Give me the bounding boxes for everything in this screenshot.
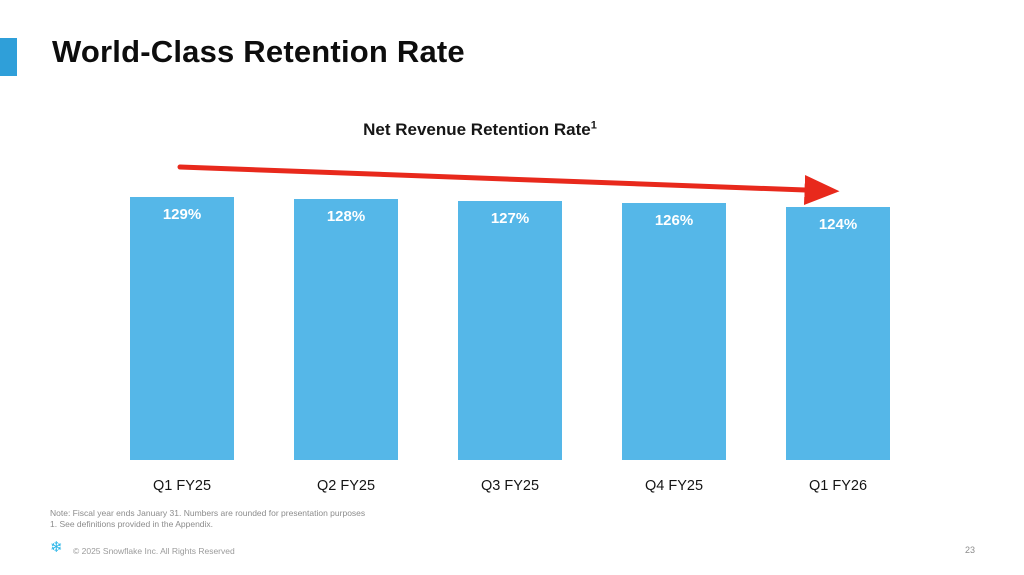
category-axis: Q1 FY25 Q2 FY25 Q3 FY25 Q4 FY25 Q1 FY26 <box>130 478 890 494</box>
footnote-line-2: 1. See definitions provided in the Appen… <box>50 519 214 530</box>
bar-value-label: 124% <box>818 216 858 233</box>
category-label: Q1 FY26 <box>808 478 868 494</box>
chart-title-footnote-marker: 1 <box>590 119 597 132</box>
bar: 126% <box>622 203 726 460</box>
bar: 127% <box>458 201 562 460</box>
trend-arrow-line <box>177 164 840 205</box>
category-label: Q4 FY25 <box>644 478 704 494</box>
footnotes: Note: Fiscal year ends January 31. Numbe… <box>50 508 365 531</box>
bar: 129% <box>130 197 234 460</box>
copyright-text: © 2025 Snowflake Inc. All Rights Reserve… <box>73 546 235 556</box>
chart-title-text: Net Revenue Retention Rate <box>363 120 591 139</box>
footnote-line-1: Note: Fiscal year ends January 31. Numbe… <box>50 508 366 518</box>
bar-value-label: 129% <box>162 206 202 223</box>
snowflake-logo-icon: ❄ <box>50 539 63 556</box>
slide-title: World-Class Retention Rate <box>52 34 465 69</box>
chart-title: Net Revenue Retention Rate1 <box>130 120 830 140</box>
category-label: Q3 FY25 <box>480 478 540 494</box>
page-number: 23 <box>964 545 975 555</box>
title-accent-bar <box>0 38 17 76</box>
bar-value-label: 128% <box>326 208 366 225</box>
category-label: Q1 FY25 <box>152 478 212 494</box>
bar: 124% <box>786 207 890 460</box>
bar-series: 129% 128% 127% 126% 124% <box>130 197 890 460</box>
bar-value-label: 127% <box>490 210 530 227</box>
bar: 128% <box>294 199 398 460</box>
bar-value-label: 126% <box>654 212 694 229</box>
category-label: Q2 FY25 <box>316 478 376 494</box>
